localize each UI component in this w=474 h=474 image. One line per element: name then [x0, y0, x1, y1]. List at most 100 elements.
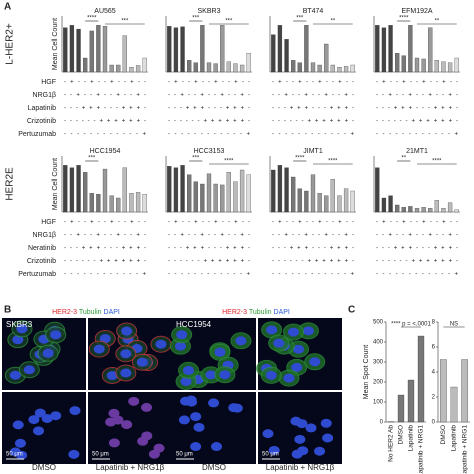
bar: [291, 176, 296, 213]
y-axis-label: Mean Spot Count: [363, 345, 370, 400]
cell-nucleus: [211, 442, 223, 452]
cell-nucleus: [309, 357, 321, 367]
bar: [317, 64, 322, 73]
bar: [187, 60, 192, 73]
bar: [83, 57, 88, 73]
cell-nucleus: [16, 324, 28, 334]
bar: [434, 60, 439, 73]
cell-nucleus: [208, 398, 220, 408]
bar: [193, 62, 198, 73]
bar: [330, 64, 335, 73]
cell-nucleus: [190, 412, 202, 422]
treatment-signs: - - - - - - - - - - - - +: [168, 132, 250, 138]
bar: [421, 207, 426, 213]
x-tick-label: Lapatinib + NRG1: [461, 425, 468, 474]
treatment-signs: - - - - - - + + + + + + -: [376, 259, 458, 265]
bar: [375, 25, 380, 73]
treatment-signs: - - - - - - + + + + + + -: [64, 119, 146, 125]
bar: [271, 34, 276, 73]
x-tick-label: Lapatinib: [451, 425, 458, 452]
cell-nucleus: [287, 327, 299, 337]
treatment-signs: - - - - - - + + + + + + -: [168, 259, 250, 265]
bar: [76, 28, 81, 73]
cell-nucleus: [34, 408, 46, 418]
bar: [226, 172, 231, 213]
cell-nucleus: [9, 447, 21, 457]
bar: [187, 174, 192, 213]
cell-nucleus: [235, 336, 247, 346]
chart-title: 21MT1: [406, 148, 428, 155]
significance-label: ****: [399, 16, 409, 22]
bar: [96, 25, 101, 73]
y-tick-label: 0: [380, 420, 384, 426]
treatment-label: Crizotinib: [27, 118, 56, 125]
bar: [439, 359, 447, 423]
bar: [63, 27, 68, 73]
bar: [233, 181, 238, 213]
bar: [381, 27, 387, 73]
bar: [450, 386, 458, 423]
significance-label: **: [401, 156, 406, 162]
stain-name: DAPI: [274, 309, 290, 316]
y-axis-label: Mean Cell Count: [52, 158, 59, 210]
cell-nucleus: [12, 335, 24, 345]
treatment-signs: - + - - + - - + - - + - -: [272, 80, 354, 86]
cell-nucleus: [291, 362, 303, 372]
bar: [142, 194, 147, 213]
bar: [239, 64, 245, 73]
bar: [375, 167, 380, 213]
bar: [461, 359, 469, 423]
bar: [407, 379, 415, 423]
significance-label: ***: [296, 16, 304, 22]
treatment-signs: - - - - - - + + + + + + -: [272, 259, 354, 265]
significance-label: ****: [87, 16, 97, 22]
bar: [206, 173, 212, 213]
cell-nucleus: [50, 411, 62, 421]
cell-nucleus: [69, 406, 81, 416]
bar: [434, 200, 439, 213]
bar: [310, 62, 316, 73]
treatment-signs: - - + - - + - - + - - + -: [168, 93, 250, 99]
bar: [135, 192, 141, 213]
bar: [284, 39, 289, 73]
bar: [343, 66, 349, 73]
bar: [69, 25, 75, 73]
bar: [213, 183, 218, 213]
treatment-signs: - + - - + - - + - - + - -: [376, 80, 458, 86]
cell-nucleus: [228, 403, 240, 413]
significance-label: ****: [328, 159, 338, 165]
bar: [220, 25, 225, 73]
bar: [297, 188, 302, 213]
bar: [102, 26, 108, 73]
stain-name: Tubulin: [79, 309, 102, 316]
chart-title: HCC1954: [90, 148, 121, 155]
row-label: HER2E: [5, 167, 16, 201]
treatment-signs: - - - + + + - - - + + + -: [272, 246, 354, 252]
condition-label: Lapatinib + NRG1β: [266, 463, 335, 472]
cell-line-label: SKBR3: [6, 320, 33, 329]
significance-label: **** p = <.0001: [391, 322, 431, 328]
bar: [246, 53, 251, 73]
cell-nucleus: [108, 438, 120, 448]
bar: [310, 174, 316, 213]
bar: [417, 335, 425, 423]
cell-nucleus: [291, 449, 303, 459]
cell-nucleus: [305, 423, 317, 433]
bar: [200, 25, 205, 73]
condition-label: DMSO: [202, 463, 226, 472]
x-tick-label: DMSO: [440, 425, 447, 445]
y-tick-label: 300: [373, 360, 384, 366]
treatment-signs: - - - - - - - - - - - - +: [272, 272, 354, 278]
stain-name: Tubulin: [249, 309, 272, 316]
bar: [213, 63, 218, 73]
significance-label: **: [435, 19, 440, 25]
bar: [447, 202, 453, 213]
bar: [89, 30, 94, 73]
treatment-signs: - - - - - - + + + + + + -: [168, 119, 250, 125]
treatment-signs: - - + - - + - - + - - + -: [64, 93, 146, 99]
cell-nucleus: [121, 326, 133, 336]
stain-name: HER2-3: [222, 309, 247, 316]
bar: [109, 64, 114, 73]
bar: [381, 197, 387, 213]
treatment-signs: - - - + + + - - - + + + -: [64, 246, 146, 252]
